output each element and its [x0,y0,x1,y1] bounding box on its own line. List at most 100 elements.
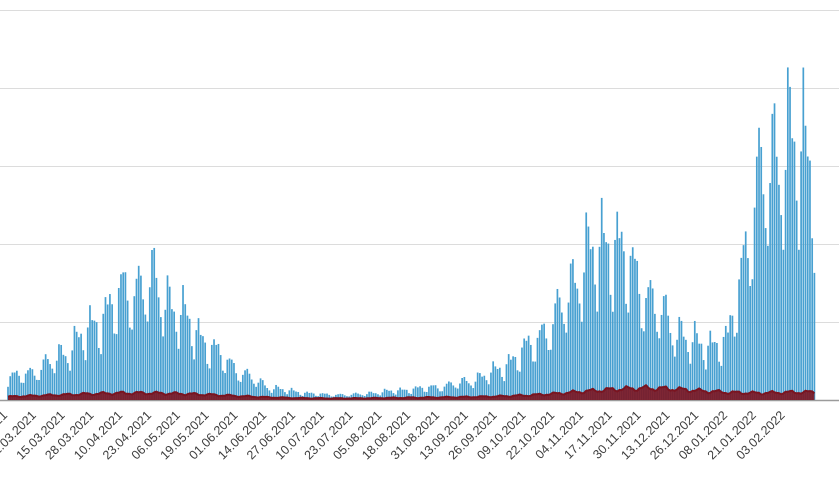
value-bar [640,328,643,400]
value-bar [368,391,370,400]
value-bar [547,350,550,400]
value-bar [144,314,147,400]
value-bar [476,372,479,400]
value-bar [388,390,390,400]
value-bar [802,67,805,400]
value-bar [131,329,133,400]
value-bar [86,327,89,400]
value-bar [412,388,415,400]
value-bar [64,356,67,400]
value-bar [80,333,82,400]
value-bar [226,359,229,400]
value-bar [385,389,388,400]
value-bar [439,391,441,400]
value-bar [295,391,297,400]
value-bar [29,367,31,400]
value-bar [738,279,740,400]
value-bar [786,67,789,401]
value-bar [589,249,592,400]
value-bar [288,390,291,400]
value-bar [164,309,167,400]
value-bar [22,382,25,400]
value-bar [463,376,466,400]
value-bar [374,393,377,400]
value-bar [195,330,198,400]
value-bar [179,314,182,400]
value-bar [607,243,610,400]
value-bar [523,338,526,400]
value-bar [651,288,654,400]
value-bar [140,275,142,400]
value-bar [722,336,725,400]
value-bar [312,393,315,400]
value-bar [417,387,419,400]
value-bar [58,344,60,400]
value-bar [188,318,191,400]
value-bar [654,313,656,400]
value-bar [89,305,91,400]
value-bar [494,366,497,400]
value-bar [510,359,512,400]
value-bar [456,388,459,400]
value-bar [740,257,743,400]
value-bar [487,384,490,400]
value-bar [569,263,572,400]
value-bar [811,238,814,400]
value-bar [31,369,34,400]
value-bar [78,337,80,400]
value-bar [501,376,503,400]
value-bar [310,392,313,400]
value-bar [720,365,723,400]
value-bar [583,272,585,400]
value-bar [729,315,732,400]
value-bar [645,298,647,400]
value-bar [479,373,481,400]
value-bar [791,138,794,400]
value-bar [470,385,472,400]
value-bar [490,372,492,400]
value-bar [210,344,213,400]
value-bar [733,336,736,400]
value-bar [162,336,164,400]
value-bar [33,375,36,400]
value-bar [55,360,58,400]
value-bar [667,315,670,400]
value-bar [383,388,386,400]
value-bar [660,314,663,400]
value-bar [769,183,771,400]
value-bar [44,354,47,400]
value-bar [804,125,807,400]
value-bar [69,370,71,400]
value-bar [241,374,244,400]
value-bar [75,331,78,400]
value-bar [390,390,393,400]
value-bar [217,343,220,400]
value-bar [66,363,69,400]
value-bar [716,343,718,400]
value-bar [707,345,709,400]
value-bar [749,286,751,400]
value-bar [122,272,125,400]
value-bar [616,211,619,400]
value-bar [397,390,399,400]
value-bar [339,393,342,400]
value-bar [215,344,218,400]
value-bar [693,320,696,400]
value-bar [780,215,783,400]
value-bar [102,313,105,400]
value-bar [521,347,523,400]
value-bar [658,338,661,400]
value-bar [113,333,116,400]
value-bar [700,343,703,400]
value-bar [202,336,204,400]
value-bar [62,354,65,400]
value-bar [718,361,720,400]
value-bar [222,370,224,400]
value-bar [268,390,271,400]
value-bar [341,394,344,400]
value-bar [182,285,184,400]
value-bar [173,311,175,400]
value-bar [277,386,280,400]
